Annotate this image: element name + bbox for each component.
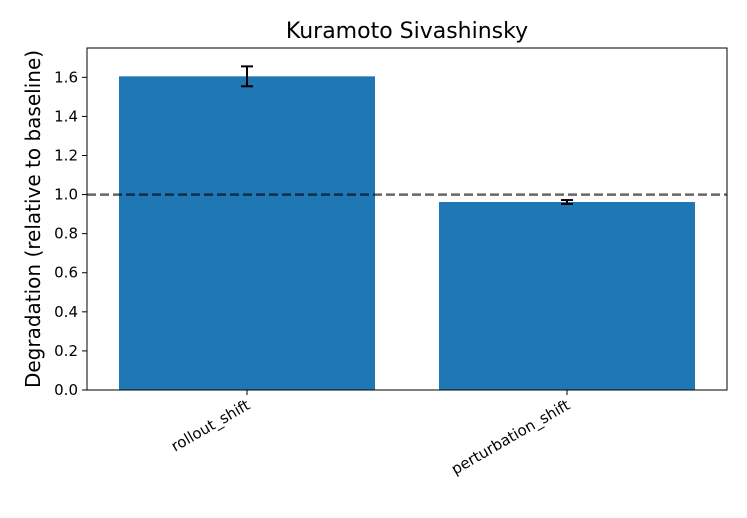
error-bar — [241, 65, 253, 88]
x-tick-label: rollout_shift — [168, 396, 254, 456]
y-tick-label: 0.6 — [54, 264, 78, 282]
y-tick-label: 0.4 — [54, 303, 78, 321]
y-tick-label: 1.4 — [54, 107, 78, 125]
y-tick-label: 1.2 — [54, 146, 78, 164]
y-tick-label: 0.0 — [54, 381, 78, 399]
y-tick-label: 1.0 — [54, 186, 78, 204]
plot-frame — [86, 47, 728, 391]
y-tick-label: 0.8 — [54, 225, 78, 243]
y-axis-label: Degradation (relative to baseline) — [21, 50, 45, 388]
y-tick-label: 0.2 — [54, 342, 78, 360]
x-tick-label: perturbation_shift — [448, 396, 573, 479]
chart-title: Kuramoto Sivashinsky — [286, 19, 528, 44]
error-bar — [561, 199, 573, 205]
bar — [119, 76, 375, 390]
bar — [439, 201, 695, 390]
y-tick-label: 1.6 — [54, 68, 78, 86]
